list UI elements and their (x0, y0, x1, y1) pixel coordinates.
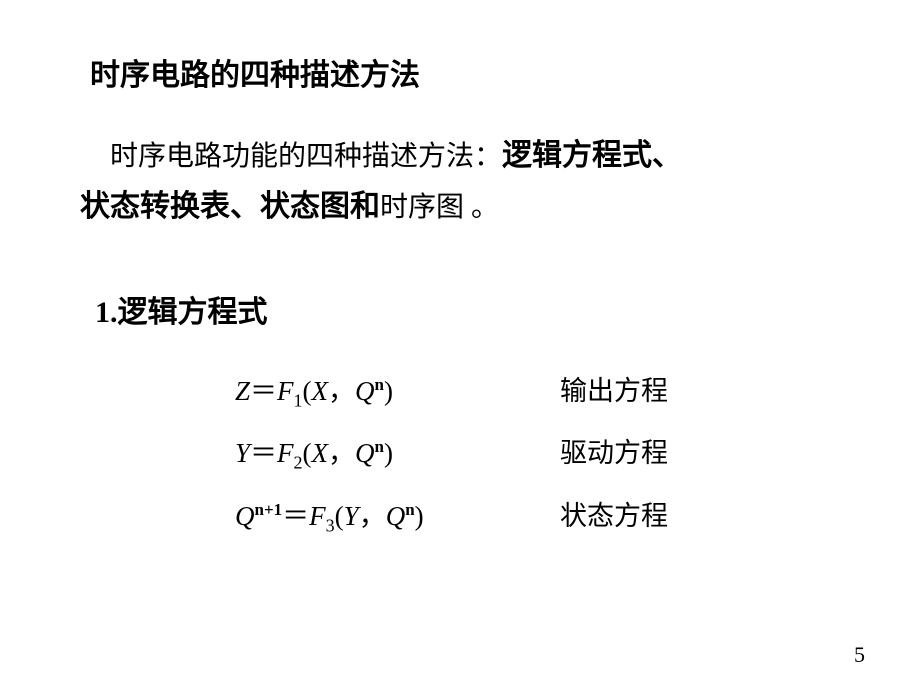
equation-row-1: Z＝F1(X，Qn) 输出方程 (235, 369, 860, 411)
intro-line1-bold: 逻辑方程式、 (502, 139, 682, 172)
equation-3-formula: Qn+1＝F3(Y，Qn) (235, 494, 505, 536)
page-number: 5 (854, 642, 865, 668)
equation-3-label: 状态方程 (560, 494, 668, 533)
equations-block: Z＝F1(X，Qn) 输出方程 Y＝F2(X，Qn) 驱动方程 Qn+1＝F3(… (235, 369, 860, 536)
equation-2-formula: Y＝F2(X，Qn) (235, 431, 505, 473)
equation-1-label: 输出方程 (560, 369, 668, 408)
page-title: 时序电路的四种描述方法 (90, 50, 860, 94)
equation-2-label: 驱动方程 (560, 431, 668, 470)
intro-paragraph: 时序电路功能的四种描述方法：逻辑方程式、 状态转换表、状态图和时序图 。 (80, 130, 860, 232)
intro-line2-suffix: 时序图 。 (380, 192, 499, 223)
equation-row-2: Y＝F2(X，Qn) 驱动方程 (235, 431, 860, 473)
equation-1-formula: Z＝F1(X，Qn) (235, 369, 505, 411)
section-heading: 1.逻辑方程式 (95, 287, 860, 331)
intro-line1-prefix: 时序电路功能的四种描述方法： (110, 133, 502, 181)
intro-line2-bold: 状态转换表、状态图和 (80, 190, 380, 223)
equation-row-3: Qn+1＝F3(Y，Qn) 状态方程 (235, 494, 860, 536)
